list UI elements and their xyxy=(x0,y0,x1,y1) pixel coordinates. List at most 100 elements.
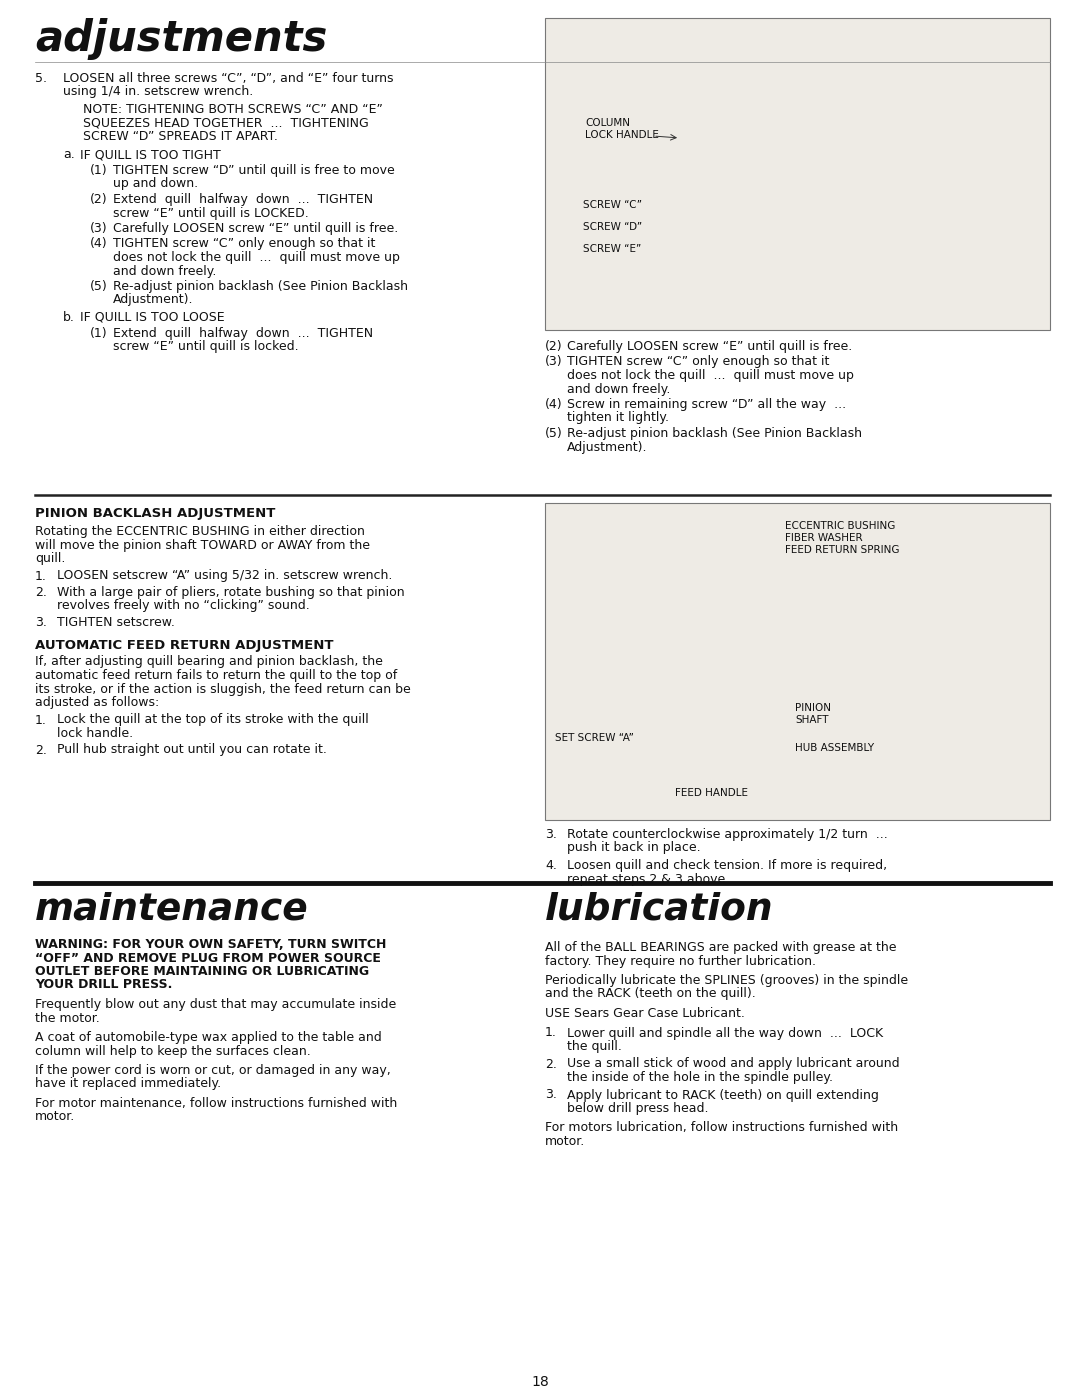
Text: Carefully LOOSEN screw “E” until quill is free.: Carefully LOOSEN screw “E” until quill i… xyxy=(567,340,852,353)
Text: Re-adjust pinion backlash (See Pinion Backlash: Re-adjust pinion backlash (See Pinion Ba… xyxy=(567,427,862,441)
Text: column will help to keep the surfaces clean.: column will help to keep the surfaces cl… xyxy=(35,1045,311,1058)
Text: the quill.: the quill. xyxy=(567,1039,622,1053)
Text: Frequently blow out any dust that may accumulate inside: Frequently blow out any dust that may ac… xyxy=(35,997,396,1011)
Text: Adjustment).: Adjustment). xyxy=(567,441,648,453)
Text: AUTOMATIC FEED RETURN ADJUSTMENT: AUTOMATIC FEED RETURN ADJUSTMENT xyxy=(35,639,334,652)
Text: does not lock the quill  ...  quill must move up: does not lock the quill ... quill must m… xyxy=(567,369,854,382)
Text: For motor maintenance, follow instructions furnished with: For motor maintenance, follow instructio… xyxy=(35,1097,397,1109)
Text: 18: 18 xyxy=(531,1375,549,1389)
Text: FEED RETURN SPRING: FEED RETURN SPRING xyxy=(785,546,900,555)
Text: have it replaced immediately.: have it replaced immediately. xyxy=(35,1077,221,1090)
Text: USE Sears Gear Case Lubricant.: USE Sears Gear Case Lubricant. xyxy=(545,1007,745,1020)
Text: 1.: 1. xyxy=(35,569,46,582)
Text: Extend  quill  halfway  down  ...  TIGHTEN: Extend quill halfway down ... TIGHTEN xyxy=(113,193,373,206)
Text: If, after adjusting quill bearing and pinion backlash, the: If, after adjusting quill bearing and pi… xyxy=(35,656,383,669)
Text: PINION BACKLASH ADJUSTMENT: PINION BACKLASH ADJUSTMENT xyxy=(35,506,275,520)
Text: 2.: 2. xyxy=(545,1058,557,1070)
Text: SCREW “D” SPREADS IT APART.: SCREW “D” SPREADS IT APART. xyxy=(83,130,278,143)
Text: LOOSEN all three screws “C”, “D”, and “E” four turns: LOOSEN all three screws “C”, “D”, and “E… xyxy=(63,71,393,85)
Text: SCREW “E”: SCREW “E” xyxy=(583,243,642,255)
Text: will move the pinion shaft TOWARD or AWAY from the: will move the pinion shaft TOWARD or AWA… xyxy=(35,539,370,551)
Bar xyxy=(545,504,1050,820)
Text: “OFF” AND REMOVE PLUG FROM POWER SOURCE: “OFF” AND REMOVE PLUG FROM POWER SOURCE xyxy=(35,951,381,964)
Text: (4): (4) xyxy=(545,397,563,411)
Text: (2): (2) xyxy=(90,193,108,206)
Text: SHAFT: SHAFT xyxy=(795,715,828,725)
Text: If the power cord is worn or cut, or damaged in any way,: If the power cord is worn or cut, or dam… xyxy=(35,1065,391,1077)
Text: 5.: 5. xyxy=(35,71,48,85)
Text: LOOSEN setscrew “A” using 5/32 in. setscrew wrench.: LOOSEN setscrew “A” using 5/32 in. setsc… xyxy=(57,569,392,582)
Text: All of the BALL BEARINGS are packed with grease at the: All of the BALL BEARINGS are packed with… xyxy=(545,942,896,954)
Text: quill.: quill. xyxy=(35,553,66,565)
Text: (3): (3) xyxy=(90,222,108,235)
Text: repeat steps 2 & 3 above.: repeat steps 2 & 3 above. xyxy=(567,873,729,886)
Text: revolves freely with no “clicking” sound.: revolves freely with no “clicking” sound… xyxy=(57,600,310,613)
Text: Periodically lubricate the SPLINES (grooves) in the spindle: Periodically lubricate the SPLINES (groo… xyxy=(545,974,908,988)
Text: (1): (1) xyxy=(90,164,108,178)
Text: ECCENTRIC BUSHING: ECCENTRIC BUSHING xyxy=(785,520,895,532)
Text: b.: b. xyxy=(63,311,75,325)
Text: 3.: 3. xyxy=(35,616,46,630)
Text: For motors lubrication, follow instructions furnished with: For motors lubrication, follow instructi… xyxy=(545,1122,899,1135)
Text: HUB ASSEMBLY: HUB ASSEMBLY xyxy=(795,743,874,753)
Text: SCREW “D”: SCREW “D” xyxy=(583,222,643,232)
Text: IF QUILL IS TOO LOOSE: IF QUILL IS TOO LOOSE xyxy=(80,311,225,325)
Text: screw “E” until quill is LOCKED.: screw “E” until quill is LOCKED. xyxy=(113,207,309,220)
Text: a.: a. xyxy=(63,148,75,161)
Text: (1): (1) xyxy=(90,326,108,340)
Text: does not lock the quill  ...  quill must move up: does not lock the quill ... quill must m… xyxy=(113,250,400,264)
Text: Pull hub straight out until you can rotate it.: Pull hub straight out until you can rota… xyxy=(57,743,327,757)
Text: Use a small stick of wood and apply lubricant around: Use a small stick of wood and apply lubr… xyxy=(567,1058,900,1070)
Text: below drill press head.: below drill press head. xyxy=(567,1102,708,1115)
Text: (3): (3) xyxy=(545,355,563,368)
Text: adjusted as follows:: adjusted as follows: xyxy=(35,695,159,709)
Text: and down freely.: and down freely. xyxy=(567,382,671,396)
Text: 2.: 2. xyxy=(35,743,46,757)
Text: With a large pair of pliers, rotate bushing so that pinion: With a large pair of pliers, rotate bush… xyxy=(57,586,405,599)
Text: using 1/4 in. setscrew wrench.: using 1/4 in. setscrew wrench. xyxy=(63,85,253,98)
Text: TIGHTEN screw “C” only enough so that it: TIGHTEN screw “C” only enough so that it xyxy=(113,238,376,250)
Text: 2.: 2. xyxy=(35,586,46,599)
Text: Adjustment).: Adjustment). xyxy=(113,294,193,306)
Text: TIGHTEN setscrew.: TIGHTEN setscrew. xyxy=(57,616,175,630)
Text: WARNING: FOR YOUR OWN SAFETY, TURN SWITCH: WARNING: FOR YOUR OWN SAFETY, TURN SWITC… xyxy=(35,937,387,951)
Text: and the RACK (teeth on the quill).: and the RACK (teeth on the quill). xyxy=(545,988,756,1000)
Text: Rotating the ECCENTRIC BUSHING in either direction: Rotating the ECCENTRIC BUSHING in either… xyxy=(35,525,365,539)
Text: Carefully LOOSEN screw “E” until quill is free.: Carefully LOOSEN screw “E” until quill i… xyxy=(113,222,399,235)
Text: 3.: 3. xyxy=(545,828,557,841)
Text: YOUR DRILL PRESS.: YOUR DRILL PRESS. xyxy=(35,978,173,992)
Text: Loosen quill and check tension. If more is required,: Loosen quill and check tension. If more … xyxy=(567,859,887,872)
Text: Screw in remaining screw “D” all the way  ...: Screw in remaining screw “D” all the way… xyxy=(567,397,846,411)
Text: OUTLET BEFORE MAINTAINING OR LUBRICATING: OUTLET BEFORE MAINTAINING OR LUBRICATING xyxy=(35,965,369,978)
Text: automatic feed return fails to return the quill to the top of: automatic feed return fails to return th… xyxy=(35,669,397,681)
Text: A coat of automobile-type wax applied to the table and: A coat of automobile-type wax applied to… xyxy=(35,1031,381,1044)
Bar xyxy=(545,18,1050,330)
Text: SCREW “C”: SCREW “C” xyxy=(583,200,642,210)
Text: Extend  quill  halfway  down  ...  TIGHTEN: Extend quill halfway down ... TIGHTEN xyxy=(113,326,373,340)
Text: push it back in place.: push it back in place. xyxy=(567,842,701,855)
Text: IF QUILL IS TOO TIGHT: IF QUILL IS TOO TIGHT xyxy=(80,148,220,161)
Text: 3.: 3. xyxy=(545,1088,557,1101)
Text: LOCK HANDLE: LOCK HANDLE xyxy=(585,130,659,140)
Text: lubrication: lubrication xyxy=(545,891,773,928)
Text: tighten it lightly.: tighten it lightly. xyxy=(567,411,669,424)
Text: and down freely.: and down freely. xyxy=(113,264,216,277)
Text: FEED HANDLE: FEED HANDLE xyxy=(675,788,748,797)
Text: factory. They require no further lubrication.: factory. They require no further lubrica… xyxy=(545,954,816,968)
Text: SQUEEZES HEAD TOGETHER  ...  TIGHTENING: SQUEEZES HEAD TOGETHER ... TIGHTENING xyxy=(83,116,368,130)
Text: TIGHTEN screw “D” until quill is free to move: TIGHTEN screw “D” until quill is free to… xyxy=(113,164,395,178)
Text: its stroke, or if the action is sluggish, the feed return can be: its stroke, or if the action is sluggish… xyxy=(35,683,410,695)
Text: Lock the quill at the top of its stroke with the quill: Lock the quill at the top of its stroke … xyxy=(57,713,368,726)
Text: the motor.: the motor. xyxy=(35,1011,99,1024)
Text: (4): (4) xyxy=(90,238,108,250)
Text: 1.: 1. xyxy=(545,1027,557,1039)
Text: 1.: 1. xyxy=(35,713,46,726)
Text: (5): (5) xyxy=(90,280,108,292)
Text: PINION: PINION xyxy=(795,704,831,713)
Text: SET SCREW “A”: SET SCREW “A” xyxy=(555,733,634,743)
Text: 4.: 4. xyxy=(545,859,557,872)
Text: TIGHTEN screw “C” only enough so that it: TIGHTEN screw “C” only enough so that it xyxy=(567,355,829,368)
Text: COLUMN: COLUMN xyxy=(585,118,630,127)
Text: up and down.: up and down. xyxy=(113,178,198,190)
Text: lock handle.: lock handle. xyxy=(57,727,133,740)
